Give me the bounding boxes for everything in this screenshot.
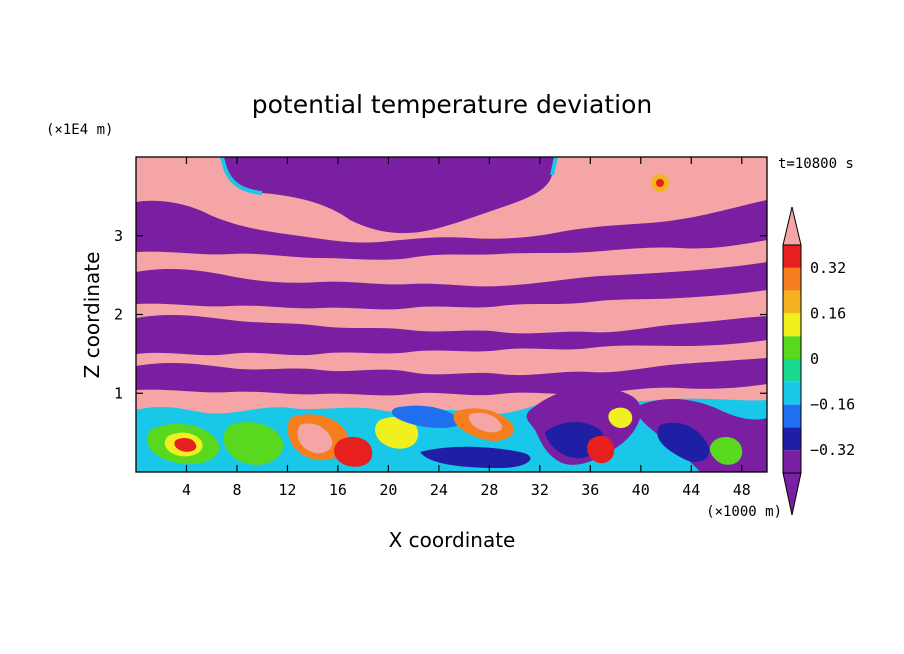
field-blob-red-1: [174, 437, 197, 452]
y-tick-label: 1: [114, 384, 123, 402]
field-band-2: [136, 262, 767, 310]
colorbar-swatch: [783, 404, 801, 428]
y-tick-label: 2: [114, 306, 123, 324]
y-unit-label: (×1E4 m): [46, 122, 113, 138]
x-tick-label: 48: [733, 481, 751, 499]
field-blob-pink-2: [468, 412, 503, 433]
field-region-top-edge: [220, 157, 558, 195]
field-region-top-cold: [222, 157, 556, 234]
x-tick-label: 12: [278, 481, 296, 499]
field-blob-pink-1: [297, 423, 333, 454]
colorbar-tick-label: 0.16: [810, 304, 846, 322]
x-axis-label: X coordinate: [389, 528, 516, 552]
x-tick-label: 8: [232, 481, 241, 499]
field-blob-green-2: [223, 422, 284, 465]
x-tick-label: 36: [581, 481, 599, 499]
x-tick-label: 40: [632, 481, 650, 499]
field-warm-bubble-core: [656, 179, 664, 187]
x-tick-label: 20: [379, 481, 397, 499]
colorbar-swatch: [783, 290, 801, 314]
colorbar-tick-label: 0: [810, 350, 819, 368]
colorbar-frame: [782, 244, 802, 474]
colorbar-swatch: [783, 267, 801, 291]
colorbar-swatch: [783, 427, 801, 451]
colorbar-tick-label: 0.32: [810, 259, 846, 277]
colorbar: 0.32 0.16 0 −0.16 −0.32: [782, 206, 855, 516]
colorbar-swatch: [783, 336, 801, 359]
colorbar-swatch: [783, 450, 801, 473]
field-band-4: [136, 358, 767, 396]
x-tick-label: 44: [682, 481, 700, 499]
colorbar-tick-label: −0.16: [810, 396, 855, 414]
x-axis: 4 8 12 16 20 24 28 32 36 40 44 48: [182, 157, 751, 499]
x-tick-label: 16: [329, 481, 347, 499]
y-tick-label: 3: [114, 227, 123, 245]
colorbar-swatch: [783, 381, 801, 405]
field-blob-blue-1: [391, 405, 461, 428]
chart-title: potential temperature deviation: [252, 90, 652, 119]
x-tick-label: 4: [182, 481, 191, 499]
time-label: t=10800 s: [778, 156, 854, 172]
field-blob-yellow-3: [608, 407, 633, 428]
field-blob-red-3: [587, 435, 615, 464]
colorbar-swatch: [783, 245, 801, 268]
colorbar-tick-label: −0.32: [810, 441, 855, 459]
y-axis-label: Z coordinate: [80, 252, 104, 379]
x-tick-label: 28: [480, 481, 498, 499]
colorbar-swatch: [783, 313, 801, 337]
x-tick-label: 24: [430, 481, 448, 499]
field-blob-red-2: [334, 436, 373, 467]
field-blob-green-3: [709, 436, 743, 465]
x-unit-label: (×1000 m): [706, 504, 782, 520]
y-axis: 1 2 3: [114, 227, 767, 402]
colorbar-over-triangle: [782, 206, 802, 246]
field-band-1: [136, 200, 767, 260]
field-blob-navy-1: [420, 446, 531, 468]
colorbar-under-triangle: [782, 472, 802, 516]
field-cold-plume-2-edge: [657, 422, 710, 463]
field-blob-yellow-2: [375, 416, 419, 449]
field-band-3: [136, 314, 767, 356]
colorbar-swatch: [783, 359, 801, 382]
x-tick-label: 32: [531, 481, 549, 499]
field-plot: [136, 157, 767, 472]
